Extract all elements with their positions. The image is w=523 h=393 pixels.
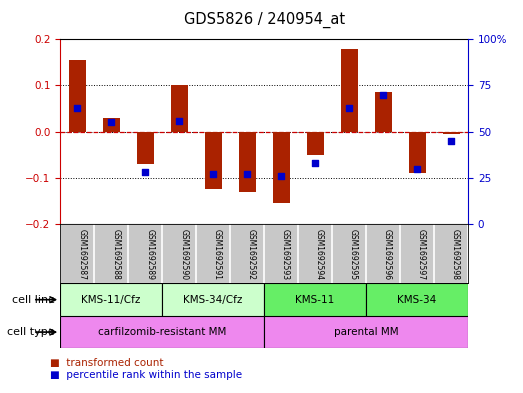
Point: [277, 173, 286, 179]
Bar: [306, 132, 324, 155]
Bar: [60, 283, 162, 316]
Bar: [272, 132, 290, 203]
Text: GSM1692591: GSM1692591: [213, 229, 222, 280]
Bar: [103, 118, 120, 132]
Bar: [408, 132, 426, 173]
Text: GSM1692595: GSM1692595: [349, 229, 358, 280]
Text: KMS-11: KMS-11: [295, 295, 335, 305]
Text: KMS-34/Cfz: KMS-34/Cfz: [184, 295, 243, 305]
Point: [73, 105, 82, 111]
Text: GSM1692596: GSM1692596: [383, 229, 392, 280]
Bar: [442, 132, 460, 134]
Text: GSM1692590: GSM1692590: [179, 229, 188, 280]
Text: GSM1692588: GSM1692588: [111, 229, 120, 279]
Point: [413, 165, 422, 172]
Bar: [264, 316, 468, 348]
Point: [141, 169, 150, 175]
Text: GSM1692593: GSM1692593: [281, 229, 290, 280]
Bar: [69, 60, 86, 132]
Text: parental MM: parental MM: [334, 327, 399, 337]
Text: GDS5826 / 240954_at: GDS5826 / 240954_at: [184, 12, 345, 28]
Text: cell type: cell type: [7, 327, 55, 337]
Point: [175, 118, 184, 124]
Text: GSM1692598: GSM1692598: [451, 229, 460, 280]
Text: GSM1692592: GSM1692592: [247, 229, 256, 280]
Text: KMS-34: KMS-34: [397, 295, 437, 305]
Bar: [374, 92, 392, 132]
Bar: [162, 283, 264, 316]
Point: [209, 171, 218, 177]
Text: ■  percentile rank within the sample: ■ percentile rank within the sample: [50, 370, 242, 380]
Text: cell line: cell line: [12, 295, 55, 305]
Bar: [264, 283, 366, 316]
Text: GSM1692594: GSM1692594: [315, 229, 324, 280]
Point: [107, 119, 116, 125]
Bar: [137, 132, 154, 164]
Text: carfilzomib-resistant MM: carfilzomib-resistant MM: [98, 327, 226, 337]
Bar: [366, 283, 468, 316]
Point: [379, 92, 388, 98]
Text: ■  transformed count: ■ transformed count: [50, 358, 163, 368]
Text: GSM1692597: GSM1692597: [417, 229, 426, 280]
Point: [447, 138, 456, 144]
Bar: [60, 316, 264, 348]
Bar: [340, 48, 358, 132]
Bar: [204, 132, 222, 189]
Text: GSM1692587: GSM1692587: [77, 229, 86, 280]
Point: [243, 171, 252, 177]
Text: GSM1692589: GSM1692589: [145, 229, 154, 280]
Bar: [170, 85, 188, 132]
Bar: [238, 132, 256, 192]
Point: [345, 105, 354, 111]
Point: [311, 160, 320, 166]
Text: KMS-11/Cfz: KMS-11/Cfz: [82, 295, 141, 305]
